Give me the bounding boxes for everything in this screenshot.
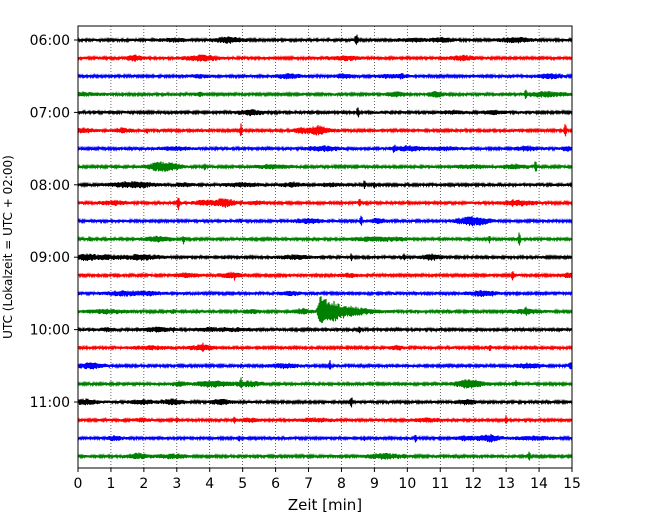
x-tick-label: 9	[370, 476, 379, 492]
x-tick-label: 4	[205, 476, 214, 492]
trace-row	[77, 144, 573, 153]
x-tick-label: 15	[563, 476, 581, 492]
trace-row	[77, 215, 573, 227]
x-axis: 0 1 2 3 4 5 6 7 8 9 10 11 12 13 14 15	[74, 468, 581, 492]
x-tick-label: 8	[337, 476, 346, 492]
trace-row	[77, 72, 573, 80]
trace-row	[77, 290, 573, 297]
x-axis-label: Zeit [min]	[288, 496, 362, 514]
y-tick-label: 07:00	[30, 105, 70, 121]
trace-row	[77, 326, 573, 334]
x-tick-label: 11	[431, 476, 449, 492]
y-tick-label: 06:00	[30, 33, 70, 49]
x-tick-label: 12	[464, 476, 482, 492]
trace-row	[77, 197, 573, 211]
y-axis: 06:00 07:00 08:00 09:00 10:00 11:00	[30, 33, 78, 411]
trace-row	[77, 123, 573, 137]
trace-row	[77, 342, 573, 352]
trace-row	[77, 360, 573, 370]
y-tick-label: 08:00	[30, 178, 70, 194]
trace-row	[77, 54, 573, 62]
seismogram-traces	[77, 34, 573, 461]
x-tick-label: 7	[304, 476, 313, 492]
trace-row	[77, 415, 573, 424]
x-tick-label: 10	[398, 476, 416, 492]
trace-row	[77, 296, 573, 323]
y-tick-label: 10:00	[30, 323, 70, 339]
x-tick-label: 1	[106, 476, 115, 492]
trace-row	[77, 89, 573, 100]
x-tick-label: 13	[497, 476, 515, 492]
trace-row	[77, 34, 573, 45]
plot-frame	[77, 25, 573, 469]
x-tick-label: 14	[530, 476, 548, 492]
trace-row	[77, 107, 573, 118]
trace-row	[77, 271, 573, 281]
x-tick-label: 3	[172, 476, 181, 492]
trace-row	[77, 451, 573, 461]
y-tick-label: 09:00	[30, 250, 70, 266]
y-axis-label: UTC (Lokalzeit = UTC + 02:00)	[1, 155, 15, 339]
trace-row	[77, 377, 573, 389]
x-tick-label: 6	[271, 476, 280, 492]
trace-row	[77, 180, 573, 190]
x-tick-label: 5	[238, 476, 247, 492]
trace-row	[77, 433, 573, 443]
trace-row	[77, 397, 573, 408]
x-tick-label: 2	[139, 476, 148, 492]
trace-row	[77, 253, 573, 262]
trace-row	[77, 161, 573, 172]
x-tick-label: 0	[74, 476, 83, 492]
y-tick-label: 11:00	[30, 395, 70, 411]
trace-row	[77, 232, 573, 246]
